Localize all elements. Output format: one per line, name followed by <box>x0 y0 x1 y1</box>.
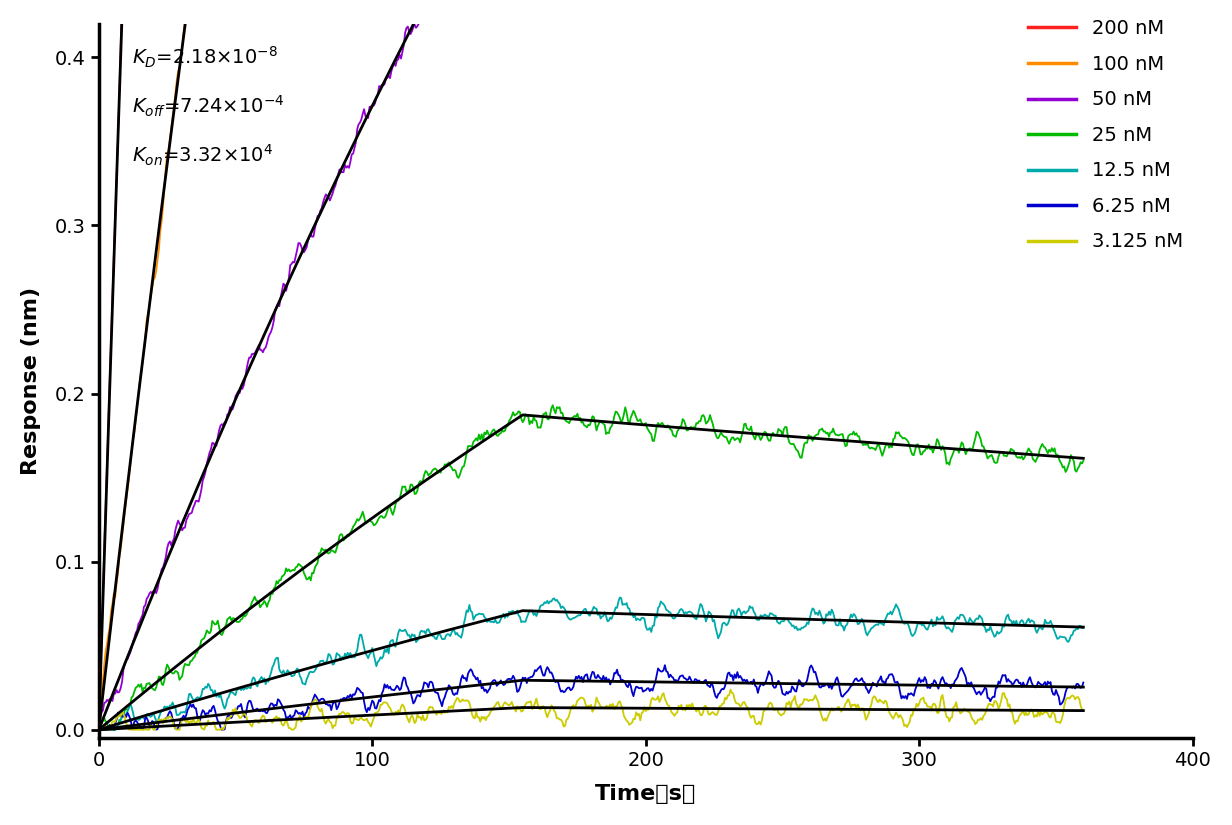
Legend: 200 nM, 100 nM, 50 nM, 25 nM, 12.5 nM, 6.25 nM, 3.125 nM: 200 nM, 100 nM, 50 nM, 25 nM, 12.5 nM, 6… <box>1027 19 1183 252</box>
X-axis label: Time（s）: Time（s） <box>595 785 696 804</box>
Y-axis label: Response (nm): Response (nm) <box>21 287 41 475</box>
Text: $K_D$=2.18×10$^{-8}$
$K_{off}$=7.24×10$^{-4}$
$K_{on}$=3.32×10$^{4}$: $K_D$=2.18×10$^{-8}$ $K_{off}$=7.24×10$^… <box>132 45 285 168</box>
